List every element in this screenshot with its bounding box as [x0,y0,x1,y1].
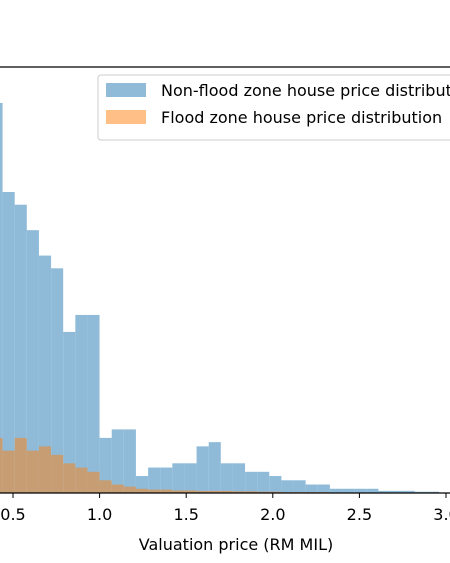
series-1-bar [378,490,391,493]
series-1-bar [184,463,197,493]
bars-layer [0,102,440,494]
series-2-bar [2,450,15,493]
series-2-bar [63,463,76,493]
series-1-bar [123,429,136,493]
x-tick-label: 1.0 [87,505,112,524]
series-2-bar [220,490,233,493]
series-2-bar [99,480,112,493]
legend-swatch-2 [106,110,146,124]
series-1-bar [172,463,185,493]
series-2-bar [148,489,161,493]
series-1-bar [414,491,427,493]
series-1-bar [426,491,440,493]
series-1-bar [51,268,64,493]
series-1-bars [0,102,440,494]
series-1-bar [329,488,343,493]
series-2-bar [184,490,197,493]
legend: Non-flood zone house price distribution F… [97,74,450,141]
series-2-bar [123,486,136,493]
series-1-bar [269,476,282,493]
series-2-bar [160,489,173,493]
x-tick-label: 2.0 [260,505,285,524]
series-1-bar [75,314,88,493]
series-2-bar [208,490,221,493]
series-1-bar [293,480,306,493]
series-2-bar [51,454,64,493]
series-2-bar [135,488,149,493]
legend-swatch-1 [106,83,146,97]
series-1-bar [87,314,100,493]
series-2-bar [0,437,3,493]
series-2-bar [38,446,52,493]
series-1-bar [232,463,246,493]
series-1-bar [26,230,39,493]
series-2-bar [75,467,88,493]
x-tick-label: 1.5 [173,505,198,524]
x-tick-label: 2.5 [347,505,372,524]
series-2-bar [196,490,209,493]
series-2-bar [87,471,100,493]
series-1-bar [196,446,209,493]
series-2-bar [26,450,39,493]
x-axis-label: Valuation price (RM MIL) [139,535,333,554]
series-2-bar [269,491,282,493]
series-1-bar [220,463,233,493]
series-1-bar [14,204,27,493]
series-1-bar [305,484,318,493]
series-1-bar [38,255,52,493]
series-1-bar [245,471,258,493]
series-1-bar [208,442,221,494]
legend-box [97,74,450,141]
series-2-bar [245,491,258,493]
legend-label-2: Flood zone house price distribution [161,108,442,127]
series-2-bar [111,484,124,493]
series-1-bar [354,488,367,493]
series-2-bar [14,437,27,493]
series-1-bar [281,480,294,493]
series-2-bar [172,490,185,493]
series-1-bar [366,488,379,493]
x-tick-label: 3.0 [433,505,450,524]
series-1-bar [148,467,161,493]
series-2-bar [257,491,270,493]
series-2-bars [0,437,440,493]
series-1-bar [111,429,124,493]
series-1-bar [0,102,3,494]
series-1-bar [390,490,403,493]
series-1-bar [402,490,415,493]
series-1-bar [160,467,173,493]
series-1-bar [99,437,112,493]
series-1-bar [342,488,355,493]
series-1-bar [317,484,330,493]
legend-label-1: Non-flood zone house price distribution [161,81,450,100]
axes-layer: 0.5 1.0 1.5 2.0 2.5 3.0 [0,66,450,524]
series-1-bar [2,191,15,494]
series-1-bar [63,331,76,493]
series-1-bar [257,471,270,493]
x-tick-label: 0.5 [0,505,25,524]
series-2-bar [232,491,246,493]
